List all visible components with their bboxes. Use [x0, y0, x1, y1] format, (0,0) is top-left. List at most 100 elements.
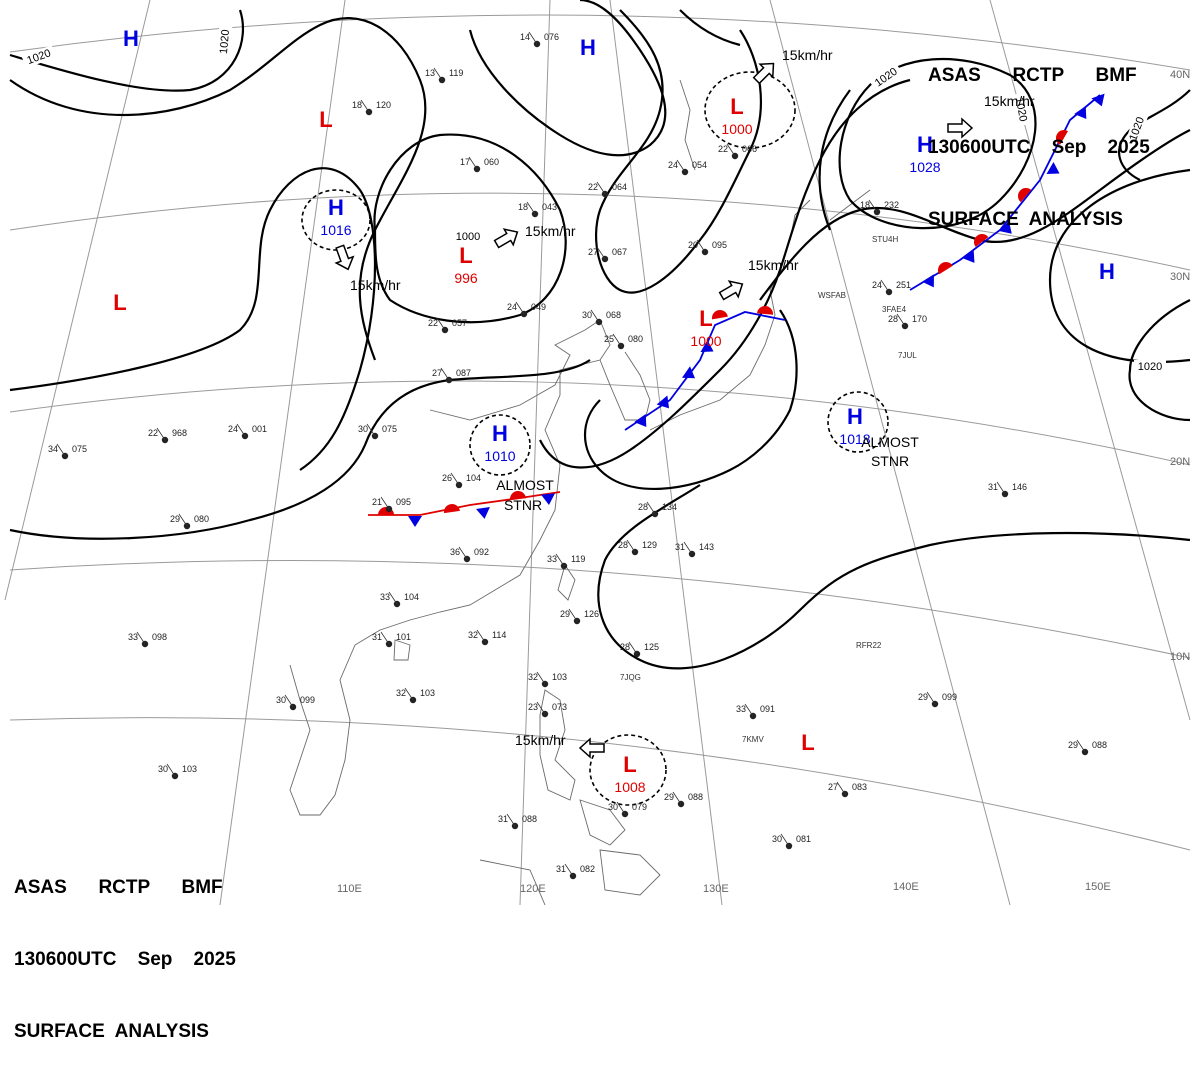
latitude-line-20n	[9, 380, 1191, 466]
station-temperature: 31	[498, 814, 508, 824]
station-pressure: 088	[1092, 740, 1107, 750]
high-letter: H	[847, 404, 863, 429]
wind-barb	[612, 333, 622, 347]
warm-front-semicircle	[1056, 130, 1068, 145]
station-temperature: 28	[638, 502, 648, 512]
stationary-note: ALMOST	[861, 434, 919, 450]
warm-front-semicircle	[1018, 188, 1032, 203]
station-temperature: 30	[158, 764, 168, 774]
station-pressure: 066	[742, 144, 757, 154]
station-plot: 30 079	[608, 801, 647, 818]
isobar-label: 1020	[218, 29, 232, 54]
high-letter: H	[492, 421, 508, 446]
station-plot: 22 064	[588, 181, 627, 198]
station-temperature: 21	[372, 497, 382, 507]
station-temperature: 22	[428, 318, 438, 328]
station-pressure: 251	[896, 280, 911, 290]
stationary-notes: ALMOST STNR ALMOST STNR	[496, 434, 919, 513]
station-plot: 30 099	[276, 694, 315, 711]
ship-call-sign: 7JQG	[620, 673, 641, 682]
station-plot: 24 054	[668, 159, 707, 176]
wind-barb	[515, 301, 525, 315]
movement-arrow	[493, 228, 519, 249]
movement-speed-label: 15km/hr	[350, 277, 401, 293]
movement-speed-label: 15km/hr	[984, 93, 1035, 109]
station-plot: 33 104	[380, 591, 419, 608]
station-pressure: 099	[300, 695, 315, 705]
low-pressure-center: L	[801, 730, 814, 755]
station-plot: 30 081	[772, 833, 811, 850]
latitude-line-40n	[9, 14, 1191, 71]
graticule	[4, 0, 1191, 906]
station-temperature: 31	[988, 482, 998, 492]
ship-call-sign: WSFAB	[818, 291, 846, 300]
dashed-isobars	[301, 71, 889, 806]
wind-barb	[646, 501, 656, 515]
station-plot: 29 088	[1068, 739, 1107, 756]
wind-barb	[166, 763, 176, 777]
low-pressure-center: L 1000	[721, 94, 752, 137]
station-pressure: 104	[466, 473, 481, 483]
wind-barb	[744, 703, 754, 717]
header-time-line: 130600UTC Sep 2025	[14, 949, 236, 970]
ship-call-sign: STU4H	[872, 235, 898, 244]
station-pressure: 075	[382, 424, 397, 434]
station-temperature: 22	[148, 428, 158, 438]
dashed-isobar	[301, 189, 371, 251]
station-temperature: 34	[48, 444, 58, 454]
station-pressure: 103	[552, 672, 567, 682]
wind-barb	[458, 546, 468, 560]
wind-barb	[996, 481, 1006, 495]
station-pressure: 095	[396, 497, 411, 507]
isobar	[1048, 168, 1191, 363]
central-pressure-value: 1028	[909, 159, 940, 175]
latitude-line-0	[9, 717, 1191, 851]
low-letter: L	[459, 243, 472, 268]
isobar	[595, 9, 762, 294]
station-plot: 33 098	[128, 631, 167, 648]
station-pressure: 101	[396, 632, 411, 642]
wind-barb	[616, 801, 626, 815]
station-plot: 24 001	[228, 423, 267, 440]
graticule-labels: 40N 30N 20N 10N 110E 120E 130E 140E 150E	[337, 69, 1190, 895]
low-letter: L	[623, 752, 636, 777]
header-time-line: 130600UTC Sep 2025	[928, 137, 1150, 158]
longitude-label: 130E	[703, 883, 729, 895]
wind-barb	[726, 143, 736, 157]
coastline-mindanao	[599, 849, 661, 896]
analysis-header-bottom-left: ASAS RCTP BMF 130600UTC Sep 2025 SURFACE…	[14, 828, 236, 1068]
longitude-label: 140E	[893, 881, 919, 893]
isobar-label-bg	[1134, 360, 1166, 373]
ship-ids: STU4H WSFAB 3FAE4 7JUL RFR22 7JQG 7KMV	[620, 235, 917, 744]
station-plot: 23 073	[528, 701, 567, 718]
wind-barb	[683, 541, 693, 555]
station-plot: 31 146	[988, 481, 1027, 498]
station-plot: 29 088	[664, 791, 703, 808]
station-temperature: 29	[560, 609, 570, 619]
movement-arrow	[947, 117, 974, 139]
station-plot: 27 087	[432, 367, 471, 384]
isobars	[9, 0, 1191, 670]
wind-barb	[380, 631, 390, 645]
isobar	[9, 167, 377, 471]
station-temperature: 28	[618, 540, 628, 550]
station-temperature: 23	[528, 702, 538, 712]
station-temperature: 29	[1068, 740, 1078, 750]
station-plot: 29 126	[560, 608, 599, 625]
station-pressure: 087	[456, 368, 471, 378]
isobar-label-bg	[1012, 92, 1031, 127]
station-pressure: 067	[612, 247, 627, 257]
station-pressure: 057	[452, 318, 467, 328]
wind-barb	[672, 791, 682, 805]
ship-call-sign: RFR22	[856, 641, 882, 650]
station-temperature: 29	[170, 514, 180, 524]
isobar-label-bg	[216, 25, 233, 59]
wind-barb	[596, 246, 606, 260]
analysis-header-top-right: ASAS RCTP BMF 130600UTC Sep 2025 SURFACE…	[928, 16, 1150, 256]
coastline-borneo	[479, 859, 546, 906]
station-temperature: 20	[688, 240, 698, 250]
station-temperature: 13	[425, 68, 435, 78]
high-letter: H	[580, 35, 596, 60]
low-letter: L	[801, 730, 814, 755]
station-pressure: 095	[712, 240, 727, 250]
